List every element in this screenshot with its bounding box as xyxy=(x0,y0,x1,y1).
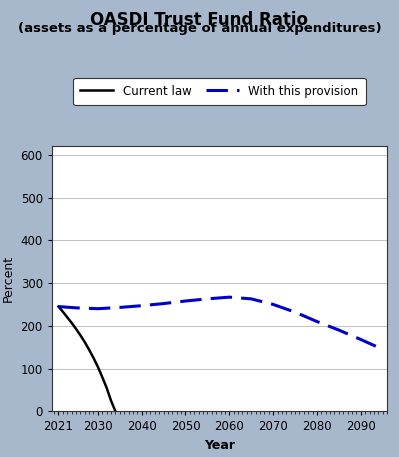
Y-axis label: Percent: Percent xyxy=(2,255,15,303)
Legend: Current law, With this provision: Current law, With this provision xyxy=(73,78,365,105)
Text: OASDI Trust Fund Ratio: OASDI Trust Fund Ratio xyxy=(91,11,308,29)
X-axis label: Year: Year xyxy=(204,439,235,452)
Text: (assets as a percentage of annual expenditures): (assets as a percentage of annual expend… xyxy=(18,22,381,35)
